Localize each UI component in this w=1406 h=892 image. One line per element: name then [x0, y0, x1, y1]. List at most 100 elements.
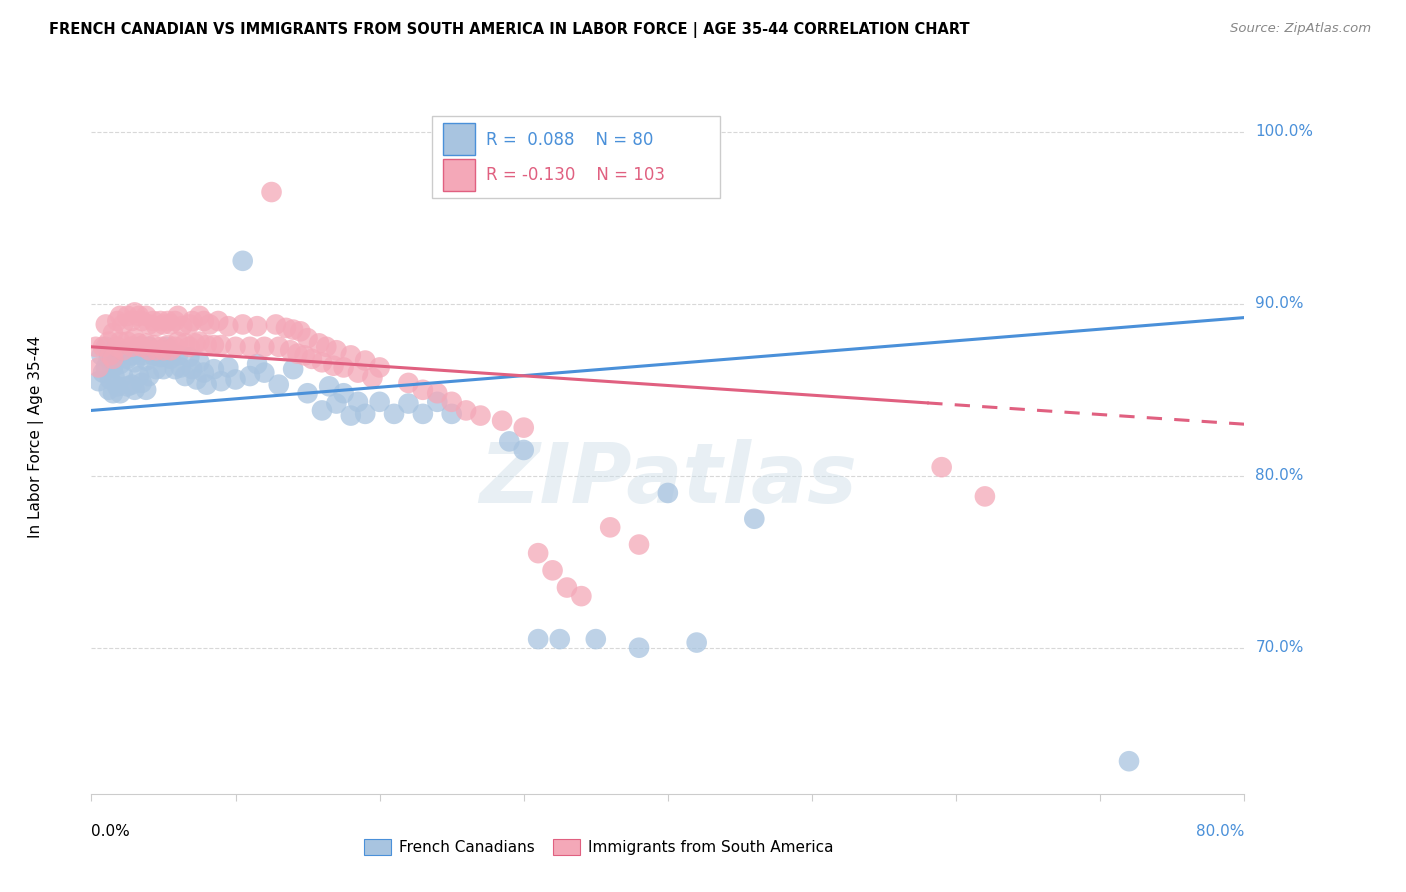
Point	[103, 343, 125, 358]
Point	[585, 632, 607, 647]
Point	[97, 351, 120, 366]
Point	[202, 338, 225, 352]
Point	[181, 362, 204, 376]
Legend: French Canadians, Immigrants from South America: French Canadians, Immigrants from South …	[357, 833, 839, 861]
Point	[135, 383, 157, 397]
Point	[172, 319, 194, 334]
Point	[124, 355, 146, 369]
Point	[1118, 754, 1140, 768]
Point	[186, 372, 208, 386]
Point	[159, 318, 181, 332]
Point	[121, 314, 143, 328]
Point	[145, 343, 167, 358]
Point	[163, 362, 186, 376]
Point	[188, 334, 211, 349]
Point	[155, 340, 177, 354]
Point	[193, 366, 215, 380]
Point	[470, 409, 492, 423]
Point	[627, 537, 650, 551]
Point	[260, 185, 283, 199]
Point	[239, 340, 262, 354]
Point	[166, 334, 188, 349]
Point	[188, 309, 211, 323]
Point	[117, 379, 139, 393]
Point	[308, 336, 330, 351]
Text: 80.0%: 80.0%	[1256, 468, 1303, 483]
Point	[253, 366, 276, 380]
Point	[131, 348, 153, 362]
Point	[152, 362, 174, 376]
FancyBboxPatch shape	[443, 123, 475, 155]
Point	[207, 314, 229, 328]
Point	[209, 338, 232, 352]
Point	[232, 253, 254, 268]
Point	[105, 314, 128, 328]
Point	[121, 377, 143, 392]
Point	[347, 366, 370, 380]
Point	[412, 407, 434, 421]
Point	[97, 383, 120, 397]
Point	[281, 362, 305, 376]
Point	[117, 309, 139, 323]
Text: 70.0%: 70.0%	[1256, 640, 1303, 656]
Point	[232, 318, 254, 332]
Point	[128, 336, 150, 351]
Point	[297, 386, 319, 401]
Point	[198, 318, 221, 332]
Text: Source: ZipAtlas.com: Source: ZipAtlas.com	[1230, 22, 1371, 36]
Point	[98, 372, 121, 386]
Point	[152, 318, 174, 332]
Point	[541, 563, 564, 577]
Point	[124, 305, 146, 319]
Point	[931, 460, 953, 475]
Point	[149, 314, 172, 328]
Point	[98, 348, 121, 362]
Point	[121, 348, 143, 362]
Point	[440, 394, 463, 409]
Point	[225, 340, 247, 354]
Point	[332, 360, 354, 375]
Point	[138, 369, 160, 384]
Point	[91, 340, 114, 354]
Point	[101, 386, 124, 401]
Point	[112, 369, 135, 384]
Point	[110, 357, 132, 371]
Point	[281, 323, 305, 337]
Point	[152, 343, 174, 358]
Text: 80.0%: 80.0%	[1197, 824, 1244, 839]
Point	[138, 343, 160, 358]
Point	[361, 370, 384, 384]
Point	[209, 374, 232, 388]
Point	[179, 350, 201, 364]
Point	[340, 409, 363, 423]
Point	[527, 546, 550, 560]
Point	[311, 403, 333, 417]
FancyBboxPatch shape	[432, 116, 720, 198]
Point	[181, 314, 204, 328]
Point	[426, 386, 449, 401]
Point	[195, 338, 218, 352]
Point	[138, 340, 160, 354]
Point	[170, 360, 193, 375]
Point	[110, 334, 132, 349]
Point	[264, 318, 287, 332]
Text: R = -0.130    N = 103: R = -0.130 N = 103	[485, 166, 665, 184]
Point	[156, 314, 179, 328]
Point	[84, 340, 107, 354]
Point	[513, 442, 536, 457]
Text: ZIPatlas: ZIPatlas	[479, 440, 856, 520]
Point	[112, 345, 135, 359]
Point	[297, 331, 319, 345]
Point	[103, 369, 125, 384]
Point	[112, 318, 135, 332]
Point	[527, 632, 550, 647]
Text: R =  0.088    N = 80: R = 0.088 N = 80	[485, 130, 652, 148]
Point	[128, 340, 150, 354]
Point	[294, 348, 316, 362]
Point	[91, 366, 114, 380]
Point	[101, 326, 124, 340]
Point	[274, 321, 297, 335]
Point	[105, 379, 128, 393]
Point	[184, 336, 207, 351]
Point	[426, 394, 449, 409]
